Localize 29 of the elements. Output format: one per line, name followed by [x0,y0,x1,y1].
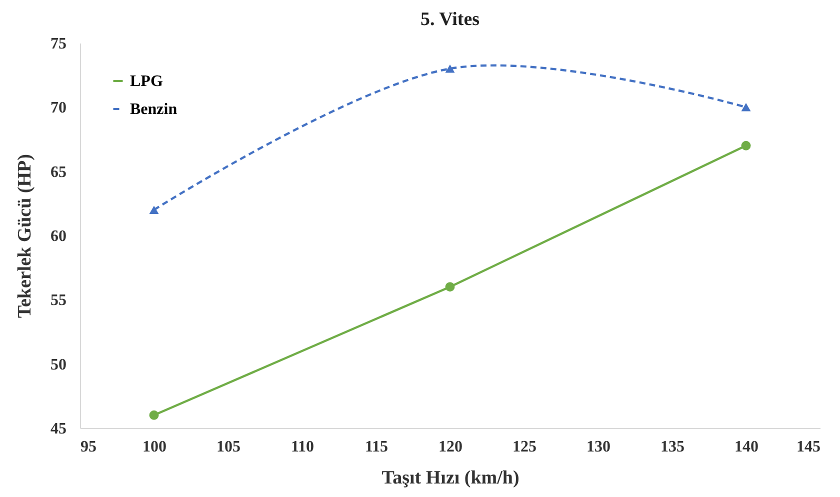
y-axis-title: Tekerlek Gücü (HP) [14,154,36,318]
y-tick-label: 60 [50,228,66,245]
y-tick-label: 75 [50,36,66,52]
chart-title: 5. Vites [420,9,480,30]
x-tick-label: 140 [734,438,758,456]
x-tick-label: 135 [660,438,684,456]
point [149,206,159,214]
x-tick-label: 115 [364,438,388,456]
x-tick-label: 130 [586,438,610,456]
y-tick-label: 65 [50,164,66,181]
y-tick-label: 70 [50,100,66,117]
point [445,282,455,292]
x-tick-label: 120 [438,438,462,456]
x-tick-label: 105 [216,438,240,456]
y-tick-label: 45 [50,420,66,438]
x-tick-label: 110 [290,438,314,456]
x-tick-label: 125 [512,438,536,456]
point [445,64,455,73]
legend-label: Benzin [130,101,178,118]
point [149,410,159,420]
point [741,140,751,150]
x-tick-label: 100 [142,438,166,456]
x-tick-label: 95 [80,438,96,456]
x-axis-title: Taşıt Hızı (km/h) [382,468,520,488]
x-tick-label: 145 [796,438,820,456]
y-tick-label: 50 [50,356,66,374]
y-tick-label: 55 [50,292,66,310]
legend-label: LPG [130,73,164,90]
point [741,103,751,112]
